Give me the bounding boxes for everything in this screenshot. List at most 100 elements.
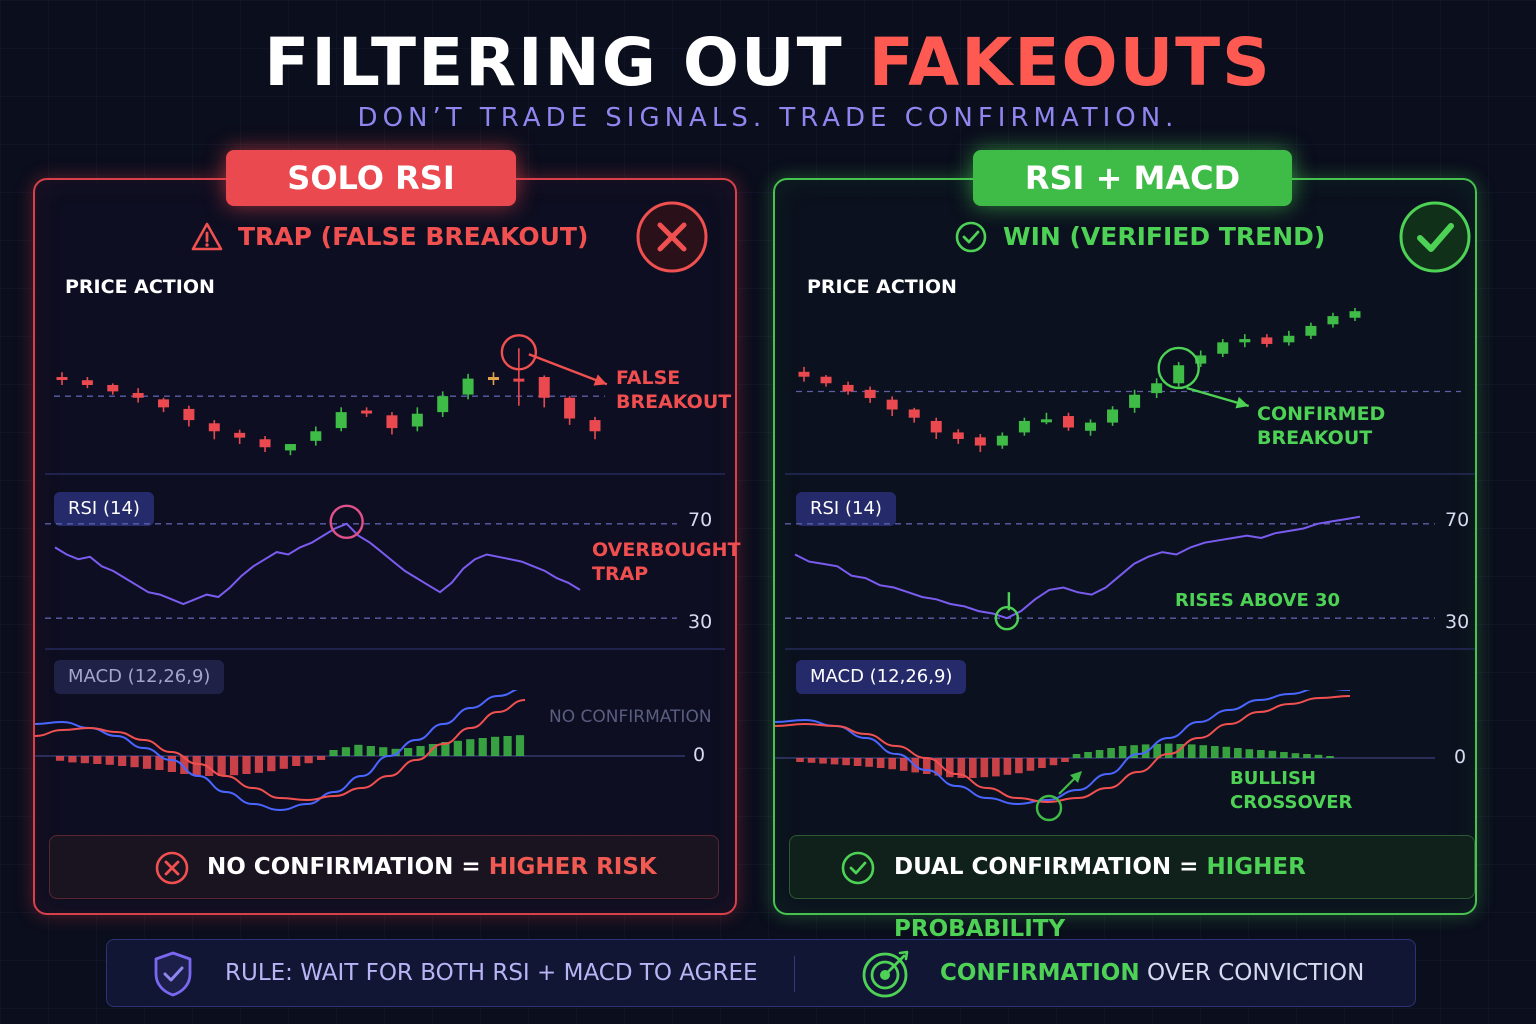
macd-histogram-bar [379,747,388,756]
candle [1040,419,1052,423]
confirmed-breakout-line1: CONFIRMED [1257,403,1386,425]
macd-histogram-bar [1095,750,1104,758]
macd-histogram-bar [934,758,943,776]
candle [1239,339,1251,343]
macd-histogram-bar [304,756,313,764]
macd-histogram-bar [80,756,89,764]
candle [952,432,964,439]
candle [132,392,144,398]
candle [462,378,474,395]
macd-histogram-bar [1280,752,1288,758]
macd-histogram-bar [888,758,896,770]
macd-histogram-bar [1061,758,1069,762]
candle [1327,316,1339,325]
right-summary-text: DUAL CONFIRMATION = HIGHER PROBABILITY [894,836,1474,960]
left-rsi-70-label: 70 [688,509,713,531]
macd-histogram-bar [1015,758,1023,774]
overbought-line2: TRAP [592,563,649,585]
left-price-label: PRICE ACTION [65,276,215,298]
macd-histogram-bar [922,758,931,774]
right-macd-zero-label: 0 [1454,746,1467,768]
macd-histogram-bar [105,756,114,765]
macd-histogram-bar [329,750,338,756]
false-breakout-line1: FALSE [616,367,681,389]
macd-histogram-bar [945,758,954,778]
candle [335,412,347,429]
candle [183,408,195,421]
candle [1107,409,1119,423]
macd-histogram-bar [1222,746,1231,758]
candle [1349,311,1361,318]
macd-histogram-bar [899,758,908,771]
right-macd-chart [775,690,1435,822]
left-macd-zero-label: 0 [693,744,706,766]
bullish-crossover-line2: CROSSOVER [1230,792,1353,813]
macd-histogram-bar [1199,745,1208,758]
candle [107,385,119,392]
rsi-macd-panel [773,178,1477,915]
rule-divider [794,956,795,992]
no-confirmation-annotation: NO CONFIRMATION [549,707,712,727]
check-circle-icon [955,221,987,253]
overbought-line1: OVERBOUGHT [592,539,741,561]
rsi-line [54,522,581,606]
arrow-head [1235,396,1249,409]
arrow-head [593,374,607,386]
macd-histogram-bar [1084,752,1092,758]
macd-histogram-bar [466,739,475,756]
macd-histogram-bar [876,758,885,768]
macd-histogram-bar [830,758,839,765]
check-badge-icon [1399,201,1471,273]
candle [234,432,246,438]
macd-histogram-bar [1072,754,1081,758]
macd-histogram-bar [796,758,804,762]
bullish-crossover-annotation: BULLISH CROSSOVER [1230,767,1352,815]
macd-histogram-bar [341,747,351,756]
candle [798,371,810,377]
macd-histogram-bar [1026,758,1035,771]
annotation-arrow [528,353,608,386]
shield-check-icon [154,951,192,997]
rises-above-annotation: RISES ABOVE 30 [1175,590,1341,611]
title-part1: FILTERING OUT [264,24,844,101]
left-summary-text: NO CONFIRMATION = HIGHER RISK [207,836,657,898]
rsi-highlight-circle [329,504,364,539]
x-circle-small-icon [155,851,189,885]
signal-line [775,695,1351,804]
macd-histogram-bar [130,756,139,768]
macd-histogram-bar [229,756,239,776]
right-summary-prefix: DUAL CONFIRMATION = [894,854,1199,880]
candle [886,399,898,410]
right-rsi-label: RSI (14) [796,492,896,526]
candle [1195,355,1207,364]
rsi-line [794,515,1361,620]
candle [437,396,449,413]
macd-histogram-bar [1291,753,1300,758]
macd-histogram-bar [1326,756,1334,758]
macd-histogram-bar [167,756,176,772]
macd-histogram-bar [957,758,966,778]
left-summary-prefix: NO CONFIRMATION = [207,854,481,880]
title-part2: FAKEOUTS [868,24,1272,101]
candle [842,384,854,392]
macd-histogram-bar [478,738,487,756]
candle [589,420,601,432]
candle [411,413,423,427]
macd-histogram-bar [142,756,152,769]
macd-histogram-bar [1130,745,1138,758]
target-icon [862,950,909,998]
candle [513,378,525,382]
candle [310,431,322,441]
left-macd-chart [35,690,685,812]
macd-histogram-bar [292,756,301,766]
highlight-circle [1157,346,1200,390]
candle [386,415,398,429]
right-macd-label: MACD (12,26,9) [796,660,967,694]
macd-histogram-bar [205,756,214,776]
candle [259,439,271,448]
macd-histogram-bar [1314,754,1323,758]
candle [81,380,93,385]
macd-histogram-bar [1187,744,1196,758]
right-price-label: PRICE ACTION [807,276,957,298]
macd-histogram-bar [354,744,363,756]
